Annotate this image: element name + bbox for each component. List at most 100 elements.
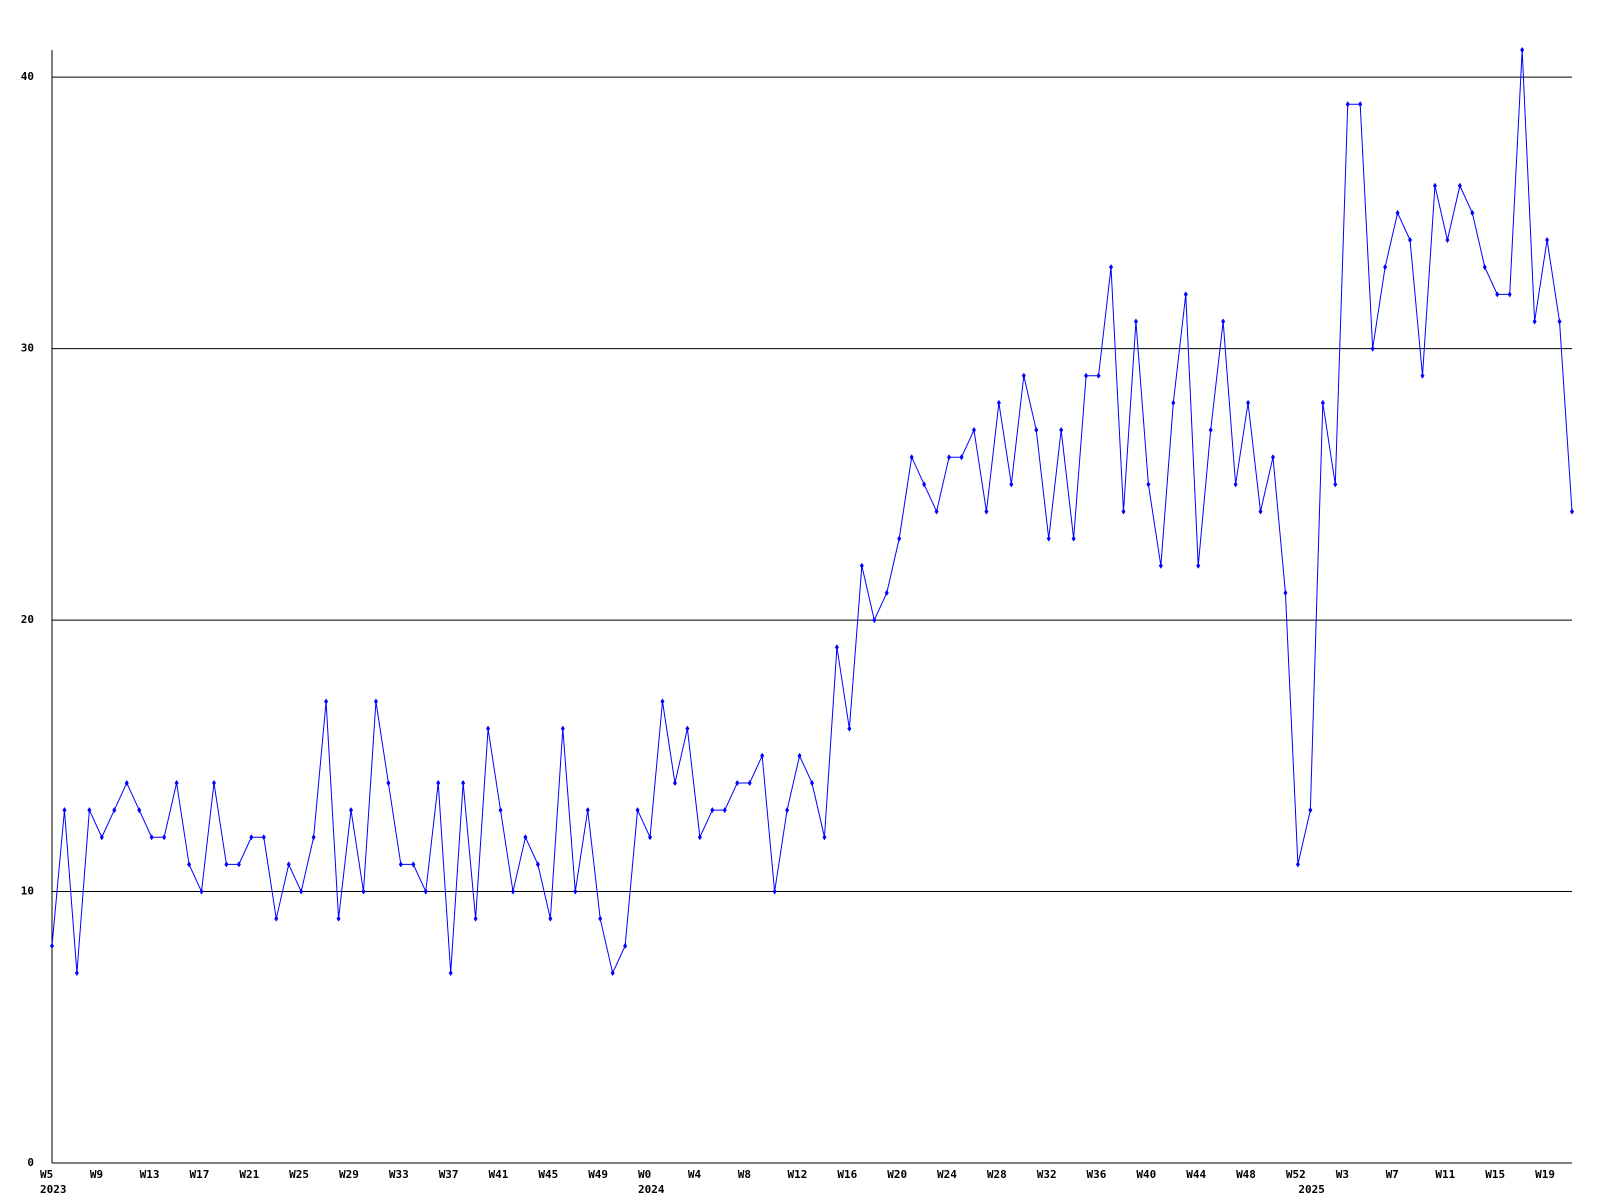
point-marker (1009, 481, 1014, 488)
y-tick-label: 30 (21, 342, 34, 355)
point-marker (1046, 535, 1051, 542)
point-marker (822, 834, 827, 841)
x-tick-label: W24 (937, 1168, 957, 1181)
point-marker (1233, 481, 1238, 488)
point-marker (810, 779, 814, 786)
series-line (51, 49, 1573, 975)
point-marker (162, 834, 167, 841)
x-tick-label: W21 (239, 1168, 259, 1181)
point-marker (996, 399, 1001, 406)
x-tick-label: W7 (1386, 1168, 1399, 1181)
point-marker (386, 779, 391, 786)
point-marker (648, 834, 653, 841)
point-marker (747, 779, 752, 786)
point-marker (199, 888, 204, 895)
point-marker (112, 807, 117, 814)
point-marker (834, 644, 839, 651)
point-marker (411, 861, 416, 868)
x-year-label: 2025 (1298, 1183, 1325, 1196)
point-marker (535, 861, 540, 868)
point-marker (261, 834, 266, 841)
point-marker (1034, 427, 1039, 434)
point-marker (498, 807, 503, 814)
x-tick-label: W44 (1186, 1168, 1206, 1181)
point-marker (461, 779, 466, 786)
point-marker (872, 617, 877, 624)
x-tick-label: W40 (1136, 1168, 1156, 1181)
x-tick-label: W36 (1087, 1168, 1107, 1181)
point-marker (1158, 562, 1163, 569)
point-marker (1520, 47, 1525, 53)
point-marker (1482, 264, 1487, 271)
x-tick-label: W20 (887, 1168, 907, 1181)
point-marker (585, 807, 590, 814)
point-marker (510, 888, 515, 895)
point-marker (971, 427, 976, 434)
point-marker (710, 807, 715, 814)
x-tick-label: W3 (1336, 1168, 1349, 1181)
point-marker (1470, 209, 1475, 216)
point-marker (149, 834, 154, 841)
x-tick-label: W49 (588, 1168, 608, 1181)
point-marker (1096, 372, 1101, 379)
point-marker (324, 698, 329, 705)
point-marker (1109, 264, 1114, 271)
point-marker (635, 807, 640, 814)
point-marker (735, 779, 740, 786)
point-marker (772, 888, 777, 895)
point-marker (174, 779, 179, 786)
point-marker (1358, 101, 1363, 108)
x-tick-label: W16 (837, 1168, 857, 1181)
point-marker (984, 508, 989, 515)
point-marker (1146, 481, 1151, 488)
y-tick-label: 10 (21, 885, 34, 898)
x-tick-label: W9 (90, 1168, 103, 1181)
point-marker (236, 861, 241, 868)
point-marker (448, 969, 453, 976)
point-marker (187, 861, 192, 868)
point-marker (87, 807, 92, 814)
y-tick-label: 40 (21, 70, 34, 83)
point-marker (1457, 182, 1462, 189)
point-marker (1532, 318, 1537, 325)
x-tick-label: W13 (140, 1168, 160, 1181)
point-marker (672, 779, 677, 786)
point-marker (336, 915, 341, 922)
x-tick-label: W17 (190, 1168, 210, 1181)
point-marker (1196, 562, 1201, 569)
x-tick-label: W4 (688, 1168, 702, 1181)
point-marker (1071, 535, 1076, 542)
y-tick-label: 0 (27, 1156, 34, 1169)
point-marker (1557, 318, 1562, 325)
point-marker (884, 589, 889, 596)
point-marker (1495, 291, 1500, 298)
point-marker (1246, 399, 1251, 406)
x-tick-label: W12 (788, 1168, 808, 1181)
point-marker (249, 834, 254, 841)
point-marker (1383, 264, 1388, 271)
point-marker (573, 888, 578, 895)
point-marker (1432, 182, 1437, 189)
point-marker (124, 779, 129, 786)
point-marker (1420, 372, 1425, 379)
point-marker (1395, 209, 1400, 216)
point-marker (62, 807, 67, 814)
point-marker (473, 915, 478, 922)
point-marker (286, 861, 291, 868)
point-marker (361, 888, 366, 895)
point-marker (1370, 345, 1375, 352)
x-tick-label: W41 (489, 1168, 509, 1181)
point-marker (548, 915, 553, 922)
x-year-label: 2024 (638, 1183, 665, 1196)
point-marker (909, 454, 914, 461)
point-marker (847, 725, 852, 732)
point-marker (785, 807, 790, 814)
point-marker (1258, 508, 1263, 515)
point-marker (436, 779, 441, 786)
x-tick-label: W11 (1435, 1168, 1455, 1181)
x-tick-label: W19 (1535, 1168, 1555, 1181)
point-marker (1545, 237, 1550, 244)
x-tick-label: W48 (1236, 1168, 1256, 1181)
point-marker (934, 508, 939, 515)
